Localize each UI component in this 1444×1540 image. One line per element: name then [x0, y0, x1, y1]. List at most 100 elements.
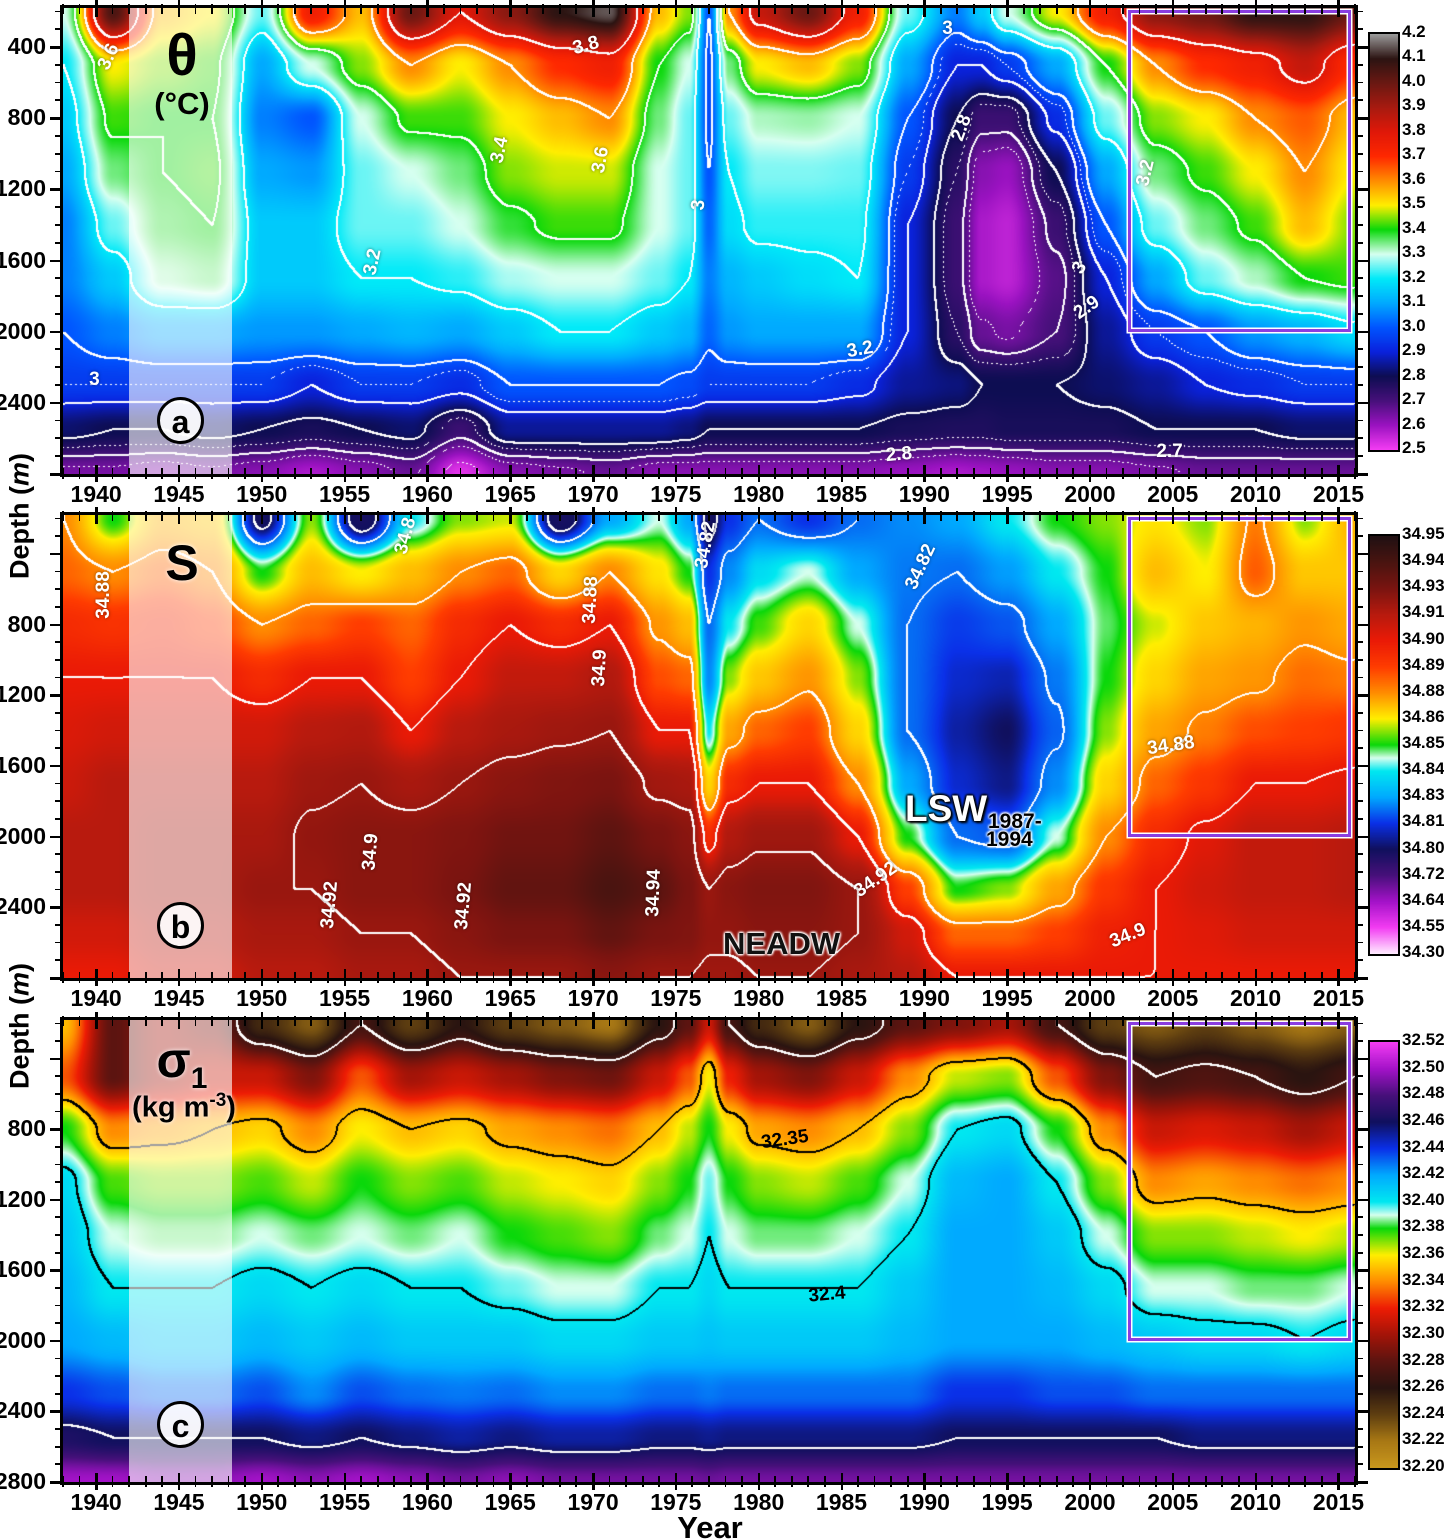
y-tick	[50, 1481, 63, 1484]
x-tick	[873, 468, 876, 479]
x-tick	[244, 511, 246, 521]
x-tick	[1287, 972, 1290, 983]
x-tick	[923, 969, 926, 986]
x-tick	[161, 468, 164, 479]
y-tick	[50, 188, 63, 191]
y-tick	[50, 1410, 63, 1413]
x-tick	[625, 1476, 627, 1487]
x-tick	[293, 511, 296, 521]
x-tick	[1254, 0, 1258, 17]
x-tick	[177, 0, 181, 17]
theta-units-label: (°C)	[154, 86, 210, 121]
lsw-annotation: LSW	[905, 788, 988, 829]
colorbar-tick-label: 34.89	[1402, 654, 1444, 674]
x-tick	[558, 4, 561, 14]
contour-label: 34.9	[587, 648, 611, 688]
x-tick	[260, 1473, 264, 1490]
x-tick	[1039, 511, 1042, 521]
x-tick	[459, 1476, 462, 1487]
x-tick	[62, 511, 64, 521]
x-tick	[211, 468, 213, 479]
colorbar-tick-label: 32.42	[1402, 1163, 1444, 1183]
x-tick	[1238, 972, 1240, 983]
x-tick	[95, 507, 98, 524]
y-tick	[1355, 1128, 1368, 1131]
x-tick	[128, 1476, 131, 1487]
colorbar-tick-label: 3.1	[1402, 291, 1426, 311]
x-tick	[823, 1016, 826, 1026]
year-tick-label: 1940	[70, 985, 122, 1011]
y-tick	[1355, 99, 1363, 102]
x-tick	[360, 468, 362, 479]
colorbar-tick-label: 34.83	[1402, 785, 1444, 805]
year-tick-label: 2005	[1147, 985, 1199, 1011]
x-tick	[1354, 1476, 1356, 1487]
x-tick	[708, 468, 710, 479]
y-tick	[1355, 888, 1363, 891]
x-tick	[1254, 507, 1258, 524]
x-tick	[509, 0, 512, 17]
colorbar-tick-label: 3.4	[1402, 217, 1426, 237]
x-tick	[277, 972, 280, 983]
x-tick	[128, 511, 131, 521]
x-tick	[492, 1016, 495, 1026]
sigma-units-sup: -3	[209, 1090, 227, 1111]
x-tick	[260, 465, 264, 482]
x-tick	[1337, 1473, 1340, 1490]
x-tick	[641, 972, 644, 983]
x-tick	[1006, 1012, 1009, 1029]
x-tick	[211, 511, 213, 521]
neadw-annotation: NEADW	[723, 926, 841, 961]
x-tick	[757, 465, 761, 482]
x-tick	[1072, 1476, 1075, 1487]
x-tick	[1138, 972, 1141, 983]
year-tick-label: 1950	[236, 481, 288, 507]
colorbar-tick-label: 34.84	[1402, 759, 1444, 779]
x-tick	[989, 972, 992, 983]
colorbar-tick-label: 34.81	[1402, 811, 1444, 831]
x-tick	[376, 4, 379, 14]
y-tick	[50, 473, 63, 476]
x-tick	[1287, 511, 1290, 521]
x-tick	[128, 468, 131, 479]
y-tick	[1355, 605, 1363, 608]
x-tick	[1088, 969, 1092, 986]
year-tick-label: 1975	[650, 481, 702, 507]
y-tick	[55, 1022, 63, 1025]
x-tick	[211, 972, 213, 983]
y-tick	[55, 1075, 63, 1078]
year-tick-label: 1995	[981, 985, 1033, 1011]
y-tick	[50, 835, 63, 839]
year-tick-label: 1940	[70, 1489, 122, 1515]
x-tick	[1204, 468, 1207, 479]
x-tick	[890, 511, 892, 521]
contour-label: 34.88	[93, 571, 115, 619]
y-tick	[1355, 1057, 1368, 1061]
y-tick	[1355, 835, 1368, 839]
x-tick	[459, 972, 462, 983]
x-tick	[939, 1476, 942, 1487]
x-tick	[658, 511, 661, 521]
y-tick	[1355, 1093, 1363, 1095]
y-tick	[1355, 348, 1363, 351]
x-tick	[625, 511, 627, 521]
x-tick	[1105, 1016, 1108, 1026]
sigma-units-label: (kg m-3)	[104, 1090, 264, 1125]
x-tick	[906, 972, 909, 983]
x-tick	[177, 507, 181, 524]
y-tick	[50, 259, 63, 263]
x-tick	[691, 972, 694, 983]
x-tick	[1254, 969, 1258, 986]
y-tick	[55, 1040, 63, 1042]
colorbar-tick-label: 3.6	[1402, 168, 1426, 188]
y-tick	[1355, 117, 1368, 120]
y-tick	[1355, 1269, 1368, 1272]
x-tick	[774, 1476, 777, 1487]
x-tick	[1304, 511, 1307, 521]
x-tick	[393, 1476, 396, 1487]
x-tick	[1171, 0, 1175, 17]
x-tick	[575, 468, 578, 479]
panel-letter-b: b	[157, 902, 204, 949]
x-tick	[211, 1016, 213, 1026]
colorbar-tick-label: 2.9	[1402, 340, 1426, 360]
